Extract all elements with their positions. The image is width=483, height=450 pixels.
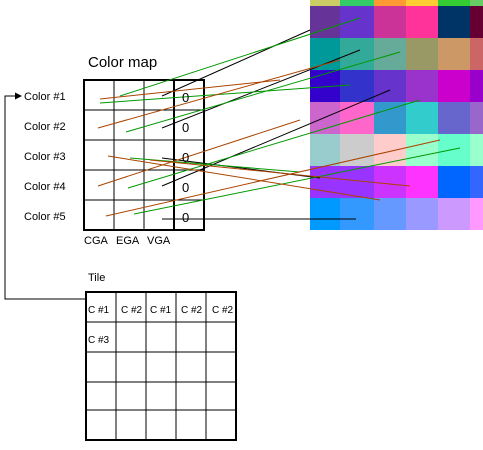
- tile-cell-label: C #3: [88, 335, 110, 346]
- color-palette: [310, 0, 483, 230]
- palette-swatch: [470, 6, 483, 38]
- palette-swatch: [438, 134, 470, 166]
- palette-swatch: [470, 198, 483, 230]
- palette-swatch: [438, 198, 470, 230]
- color-labels: Color #1 Color #2 Color #3 Color #4 Colo…: [24, 91, 66, 223]
- palette-swatch: [340, 0, 374, 6]
- palette-swatch: [374, 198, 406, 230]
- palette-swatch: [470, 102, 483, 134]
- palette-swatch: [470, 0, 483, 6]
- palette-swatch: [340, 70, 374, 102]
- column-label-cga: CGA: [84, 235, 109, 247]
- color-label-2: Color #2: [24, 121, 66, 133]
- palette-swatch: [310, 102, 340, 134]
- colormap-table: [83, 79, 205, 231]
- tile-border: [85, 291, 237, 441]
- palette-swatch: [438, 0, 470, 6]
- color-label-1: Color #1: [24, 91, 66, 103]
- palette-swatch: [374, 166, 406, 198]
- palette-swatch: [406, 102, 438, 134]
- colormap-title: Color map: [88, 54, 157, 71]
- palette-swatch: [470, 38, 483, 70]
- palette-swatch: [340, 102, 374, 134]
- color-label-3: Color #3: [24, 151, 66, 163]
- tile-cell-label: C #2: [212, 305, 234, 316]
- column-labels: CGA EGA VGA: [84, 235, 171, 247]
- palette-swatch: [340, 6, 374, 38]
- palette-swatch: [340, 198, 374, 230]
- palette-swatch: [438, 38, 470, 70]
- vga-values: 0 0 0 0 0: [182, 90, 189, 225]
- column-label-vga: VGA: [147, 235, 171, 247]
- palette-swatch: [406, 70, 438, 102]
- palette-swatch: [406, 134, 438, 166]
- vga-value-5: 0: [182, 210, 189, 225]
- color-label-4: Color #4: [24, 181, 66, 193]
- palette-swatch: [406, 0, 438, 6]
- palette-swatch: [374, 6, 406, 38]
- palette-swatch: [438, 166, 470, 198]
- palette-swatch: [310, 198, 340, 230]
- palette-swatch: [374, 102, 406, 134]
- tile-title: Tile: [88, 272, 105, 284]
- palette-swatch: [340, 134, 374, 166]
- tile-cell-label: C #2: [181, 305, 203, 316]
- tile-to-color-arrow: [4, 92, 86, 300]
- arrow-head-icon: [15, 92, 22, 100]
- vga-value-2: 0: [182, 120, 189, 135]
- palette-swatch: [406, 38, 438, 70]
- palette-swatch: [310, 134, 340, 166]
- palette-swatch: [406, 6, 438, 38]
- tile-cell-label: C #1: [88, 305, 110, 316]
- palette-swatch: [406, 198, 438, 230]
- palette-swatch: [374, 134, 406, 166]
- tile-cell-label: C #2: [121, 305, 143, 316]
- connector-lines: [97, 17, 461, 220]
- vga-value-1: 0: [182, 90, 189, 105]
- vga-value-4: 0: [182, 180, 189, 195]
- vga-value-3: 0: [182, 150, 189, 165]
- tile-grid: C #1 C #2 C #1 C #2 C #2 C #3: [85, 291, 237, 441]
- palette-swatch: [310, 0, 340, 6]
- palette-swatch: [374, 0, 406, 6]
- palette-swatch: [470, 134, 483, 166]
- palette-swatch: [438, 6, 470, 38]
- palette-swatch: [438, 70, 470, 102]
- palette-swatch: [310, 38, 340, 70]
- color-label-5: Color #5: [24, 211, 66, 223]
- palette-swatch: [406, 166, 438, 198]
- palette-swatch: [470, 70, 483, 102]
- palette-swatch: [374, 70, 406, 102]
- column-label-ega: EGA: [116, 235, 140, 247]
- palette-swatch: [340, 38, 374, 70]
- palette-swatch: [438, 102, 470, 134]
- palette-swatch: [470, 166, 483, 198]
- palette-swatch: [374, 38, 406, 70]
- tile-cell-label: C #1: [150, 305, 172, 316]
